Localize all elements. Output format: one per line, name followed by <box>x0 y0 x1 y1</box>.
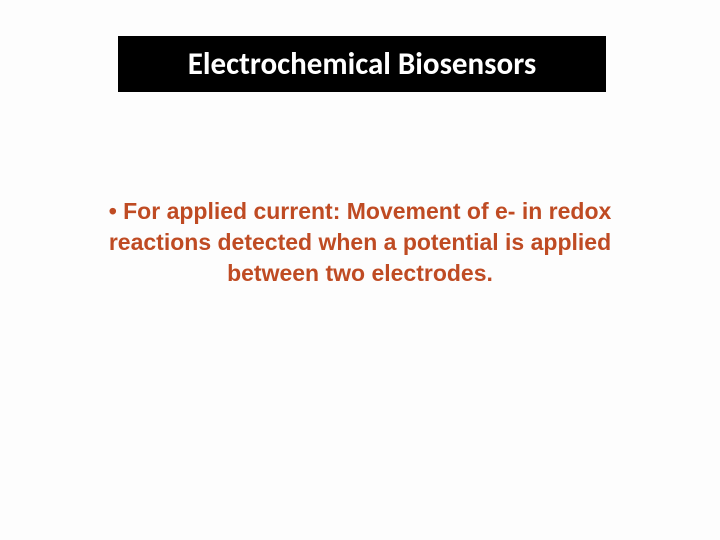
title-box: Electrochemical Biosensors <box>118 36 606 92</box>
slide-title: Electrochemical Biosensors <box>188 45 536 83</box>
bullet-text-1: • For applied current: Movement of e- in… <box>70 196 650 289</box>
body-block: • For applied current: Movement of e- in… <box>70 196 650 289</box>
